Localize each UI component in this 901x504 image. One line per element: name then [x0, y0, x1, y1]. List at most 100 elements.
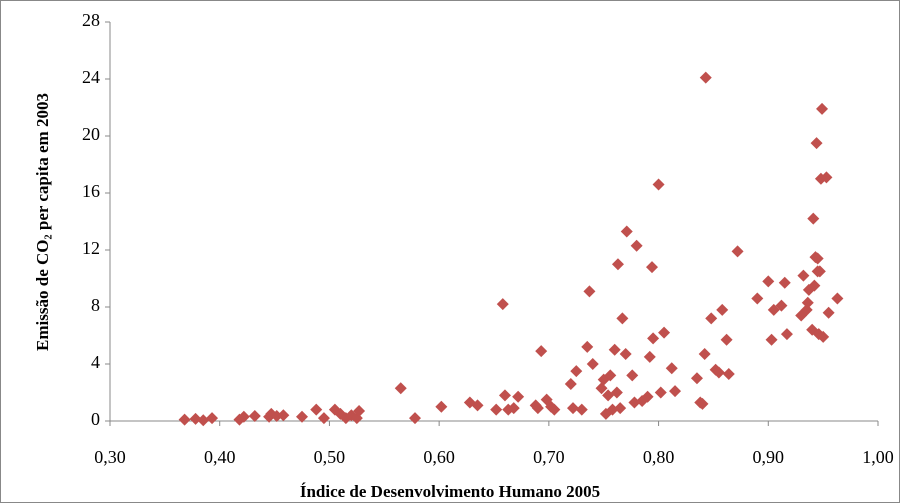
- point: [669, 385, 682, 398]
- point: [277, 409, 290, 422]
- point: [206, 412, 219, 425]
- y-tick-label: 4: [91, 352, 100, 372]
- point: [647, 332, 660, 345]
- y-tick-label: 24: [82, 67, 100, 87]
- x-tick-label: 0,30: [94, 447, 126, 467]
- point: [570, 365, 583, 378]
- point: [197, 414, 210, 427]
- point: [720, 333, 733, 346]
- point: [643, 350, 656, 363]
- point: [817, 330, 830, 343]
- point: [394, 382, 407, 395]
- point: [831, 292, 844, 305]
- point: [800, 303, 813, 316]
- point: [658, 326, 671, 339]
- point: [535, 345, 548, 358]
- point: [628, 396, 641, 409]
- point: [614, 402, 627, 415]
- point: [248, 410, 261, 423]
- point: [780, 328, 793, 341]
- point: [822, 306, 835, 319]
- point: [705, 312, 718, 325]
- x-axis-label: Índice de Desenvolvimento Humano 2005: [300, 482, 600, 501]
- point: [189, 412, 202, 425]
- point: [626, 369, 639, 382]
- point: [237, 410, 250, 423]
- point: [604, 369, 617, 382]
- point: [498, 389, 511, 402]
- point: [409, 412, 422, 425]
- point: [820, 171, 833, 184]
- point: [296, 410, 308, 423]
- x-tick-label: 0,40: [204, 447, 236, 467]
- point: [581, 340, 594, 353]
- point: [502, 403, 515, 416]
- point: [353, 405, 366, 418]
- point: [490, 403, 503, 416]
- point: [548, 403, 561, 416]
- point: [751, 292, 764, 305]
- point: [512, 390, 525, 403]
- point: [566, 402, 579, 415]
- point: [507, 402, 520, 415]
- x-tick-label: 0,80: [643, 447, 675, 467]
- point: [608, 343, 621, 356]
- point: [690, 372, 703, 385]
- point: [731, 245, 744, 258]
- y-tick-label: 16: [82, 181, 100, 201]
- point: [716, 303, 729, 316]
- point: [808, 279, 821, 292]
- y-tick-label: 20: [82, 124, 100, 144]
- x-tick-label: 0,50: [314, 447, 346, 467]
- point: [606, 403, 619, 416]
- point: [810, 137, 823, 150]
- point: [575, 403, 588, 416]
- point: [816, 102, 829, 115]
- y-tick-label: 0: [91, 409, 100, 429]
- point: [775, 299, 788, 312]
- point: [712, 366, 725, 379]
- y-tick-label: 12: [82, 238, 100, 258]
- point: [699, 71, 712, 84]
- point: [531, 402, 544, 415]
- point: [762, 275, 775, 288]
- point: [696, 397, 709, 410]
- point: [722, 367, 735, 380]
- point: [665, 362, 678, 375]
- point: [586, 358, 599, 370]
- point: [471, 399, 484, 412]
- point: [654, 386, 667, 399]
- x-tick-label: 0,60: [423, 447, 455, 467]
- point: [616, 312, 629, 325]
- point: [641, 390, 654, 403]
- point: [595, 382, 608, 395]
- point: [778, 276, 791, 289]
- y-tick-label: 8: [91, 295, 100, 315]
- x-tick-label: 1,00: [862, 447, 894, 467]
- point: [178, 413, 191, 426]
- point: [801, 296, 814, 309]
- point: [645, 261, 658, 274]
- point: [698, 348, 711, 361]
- y-tick-label: 28: [82, 10, 100, 30]
- x-tick-label: 0,90: [753, 447, 785, 467]
- point: [310, 403, 323, 416]
- point: [620, 225, 633, 238]
- point: [630, 239, 643, 252]
- point: [564, 377, 577, 390]
- point: [813, 265, 826, 278]
- point: [496, 298, 509, 311]
- point: [765, 333, 778, 346]
- point: [611, 258, 624, 271]
- point: [619, 348, 632, 361]
- point: [811, 252, 824, 265]
- point: [317, 412, 330, 425]
- point: [610, 386, 623, 399]
- x-tick-label: 0,70: [533, 447, 565, 467]
- point: [583, 285, 596, 298]
- y-axis-label: Emissão de CO₂ per capita em 2003: [33, 93, 52, 351]
- point: [807, 212, 820, 225]
- point: [652, 178, 665, 191]
